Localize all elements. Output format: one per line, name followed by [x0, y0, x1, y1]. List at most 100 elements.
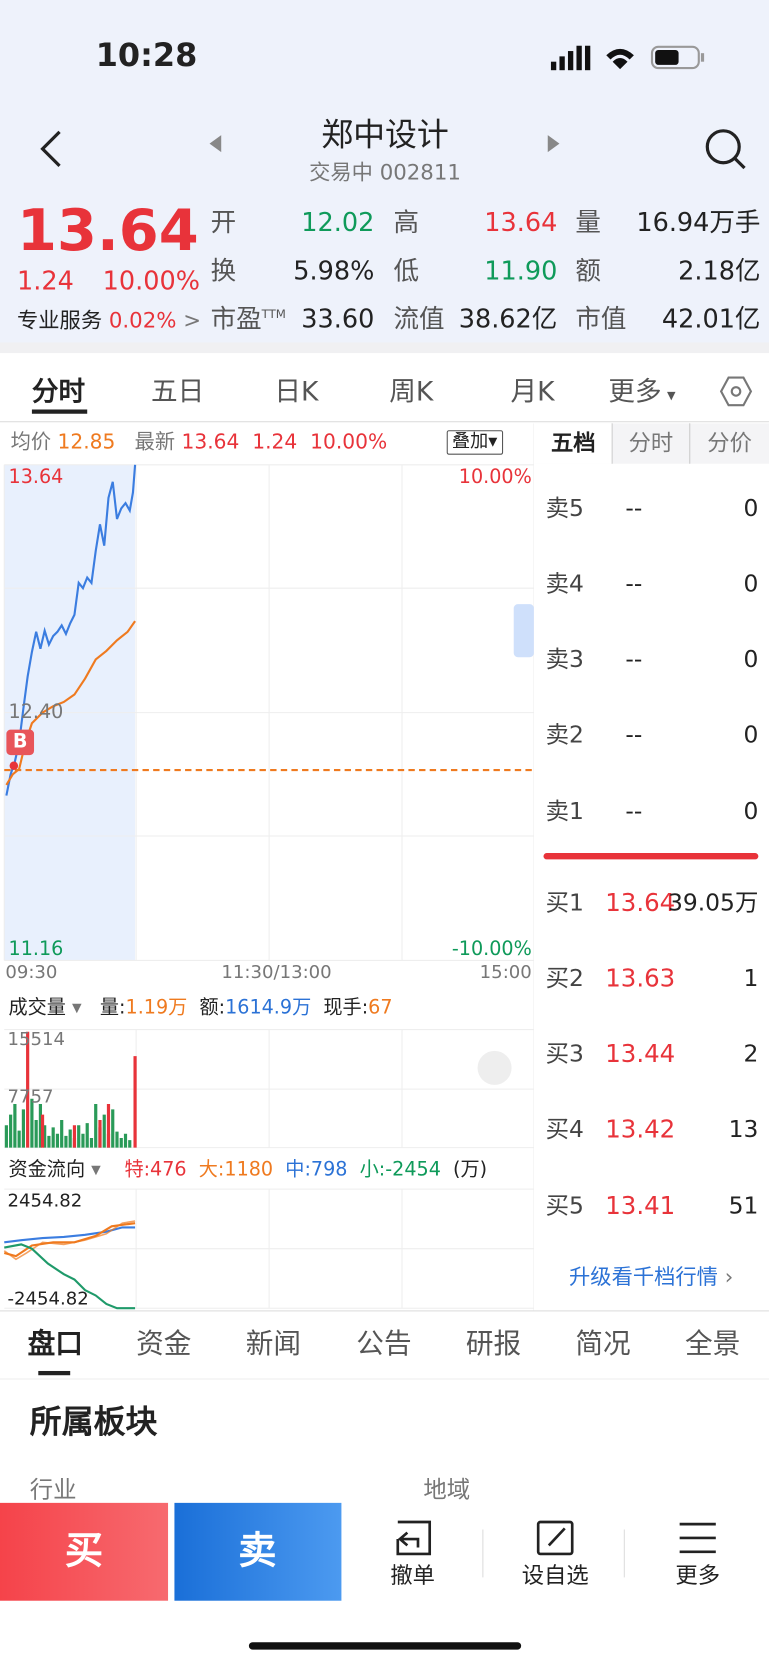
- time-label: 09:30: [5, 962, 58, 984]
- stat-label: 高: [393, 207, 420, 238]
- sell-button[interactable]: [174, 1502, 342, 1601]
- volume-header: 成交量 ▾ 量:1.19万 额:1614.9万 现手:67: [8, 996, 393, 1019]
- settings-icon[interactable]: [719, 374, 753, 408]
- stat-label: 换: [210, 256, 237, 287]
- bid-qty: 2: [743, 1041, 759, 1068]
- bottom-tab[interactable]: 简况: [575, 1328, 631, 1361]
- unit: (万): [453, 1158, 488, 1181]
- overlay-button[interactable]: 叠加▾: [446, 430, 503, 455]
- stat-value: 5.98%: [293, 256, 375, 287]
- bid-price: 13.41: [605, 1192, 676, 1221]
- bottom-tab-underline: [38, 1370, 71, 1376]
- label: 现手:: [323, 996, 369, 1019]
- avg: 12.85: [57, 430, 116, 454]
- ask-label: 卖5: [545, 495, 584, 523]
- time-label: 11:30/13:00: [221, 962, 332, 984]
- intraday-chart: [3, 423, 534, 1312]
- ask-price: --: [625, 495, 643, 523]
- action-label[interactable]: 更多: [675, 1562, 721, 1589]
- sell-label: 卖: [238, 1529, 277, 1574]
- status-time: 10:28: [95, 37, 198, 75]
- flow-title[interactable]: 资金流向: [8, 1158, 86, 1181]
- flow-header: 资金流向 ▾: [8, 1158, 101, 1181]
- flow-max: 2454.82: [7, 1190, 83, 1212]
- action-icons: [396, 1520, 716, 1578]
- header-bg: [0, 0, 769, 351]
- stat-label: 市值: [575, 304, 627, 334]
- search-button[interactable]: [702, 126, 749, 173]
- orderbook-tab[interactable]: 分价: [707, 430, 752, 456]
- chart-tab[interactable]: 日K: [274, 375, 319, 407]
- label: 额:: [199, 996, 226, 1019]
- spread-bar: [543, 853, 759, 860]
- region-label: 地域: [423, 1477, 471, 1504]
- stat-label: 低: [393, 256, 420, 287]
- service-label[interactable]: 专业服务 0.02% >: [17, 310, 201, 331]
- avg-label: 均价: [10, 430, 52, 454]
- label: 小:: [359, 1158, 386, 1181]
- volume-max: 15514: [7, 1029, 65, 1051]
- home-indicator: [248, 1642, 522, 1650]
- status-icons: [550, 45, 705, 71]
- bid-price: 13.44: [605, 1040, 676, 1069]
- value: 0.02%: [108, 307, 177, 333]
- ask-qty: 0: [743, 646, 759, 674]
- price: 13.64: [17, 196, 199, 264]
- industry-label: 行业: [29, 1477, 77, 1504]
- bid-qty: 13: [728, 1116, 759, 1144]
- stat-value: 38.62亿: [458, 304, 558, 334]
- ask-price: --: [625, 646, 643, 674]
- stat-label: 量: [575, 207, 601, 238]
- bottom-tab[interactable]: 公告: [356, 1328, 412, 1361]
- orderbook-tab[interactable]: 五档: [550, 430, 596, 456]
- stat-value: 42.01亿: [661, 304, 761, 334]
- action-label[interactable]: 撤单: [390, 1562, 436, 1589]
- bid-label: 买4: [545, 1116, 584, 1144]
- bottom-tab[interactable]: 盘口: [27, 1328, 83, 1361]
- volume-mid: 7757: [7, 1086, 54, 1108]
- ask-qty: 0: [743, 722, 759, 749]
- buy-button[interactable]: [0, 1502, 169, 1601]
- ask-price: --: [625, 722, 643, 749]
- chart-tab[interactable]: 月K: [510, 375, 555, 407]
- chart-tab[interactable]: 周K: [389, 375, 434, 407]
- action-label[interactable]: 设自选: [521, 1562, 589, 1589]
- bid-price: 13.63: [605, 965, 676, 993]
- ask-price: --: [625, 571, 643, 598]
- value: 1180: [224, 1158, 274, 1181]
- label: 特:: [124, 1158, 151, 1181]
- prev-stock[interactable]: [206, 133, 225, 154]
- value: 476: [150, 1158, 187, 1181]
- active-tab-bg: [534, 423, 612, 464]
- bid-qty: 51: [728, 1193, 759, 1220]
- volume-title[interactable]: 成交量: [8, 996, 66, 1019]
- chart-tab[interactable]: 五日: [151, 375, 205, 407]
- stat-label: 额: [575, 256, 601, 287]
- bottom-tab[interactable]: 研报: [465, 1328, 522, 1361]
- label: 大:: [198, 1158, 225, 1181]
- chart-tab[interactable]: 更多 ▾: [608, 375, 676, 407]
- chart-info: 均价 12.85 最新 13.64 1.24 10.00%: [11, 432, 388, 452]
- axis-high-pct: 10.00%: [458, 465, 532, 489]
- time-label: 15:00: [479, 962, 532, 984]
- value: -2454: [385, 1158, 441, 1181]
- latest-pct: 10.00%: [310, 430, 388, 454]
- upgrade-link[interactable]: 升级看千档行情 ›: [569, 1263, 734, 1290]
- stat-value: 13.64: [484, 207, 558, 238]
- orderbook-tab[interactable]: 分时: [628, 430, 674, 456]
- section-title: 所属板块: [29, 1403, 158, 1442]
- bottom-tab[interactable]: 资金: [136, 1328, 192, 1361]
- value: 1614.9万: [225, 996, 312, 1019]
- back-button[interactable]: [32, 126, 75, 173]
- bottom-tab[interactable]: 全景: [684, 1328, 741, 1361]
- stat-value: 16.94万手: [636, 207, 761, 238]
- bottom-tab[interactable]: 新闻: [245, 1328, 302, 1361]
- label: 量:: [99, 996, 126, 1019]
- bid-price: 13.42: [605, 1116, 676, 1144]
- next-stock[interactable]: [545, 133, 564, 154]
- tab-underline: [31, 409, 88, 414]
- chart-tab[interactable]: 分时: [31, 375, 86, 407]
- axis-high: 13.64: [8, 465, 64, 489]
- ask-label: 卖2: [545, 722, 584, 749]
